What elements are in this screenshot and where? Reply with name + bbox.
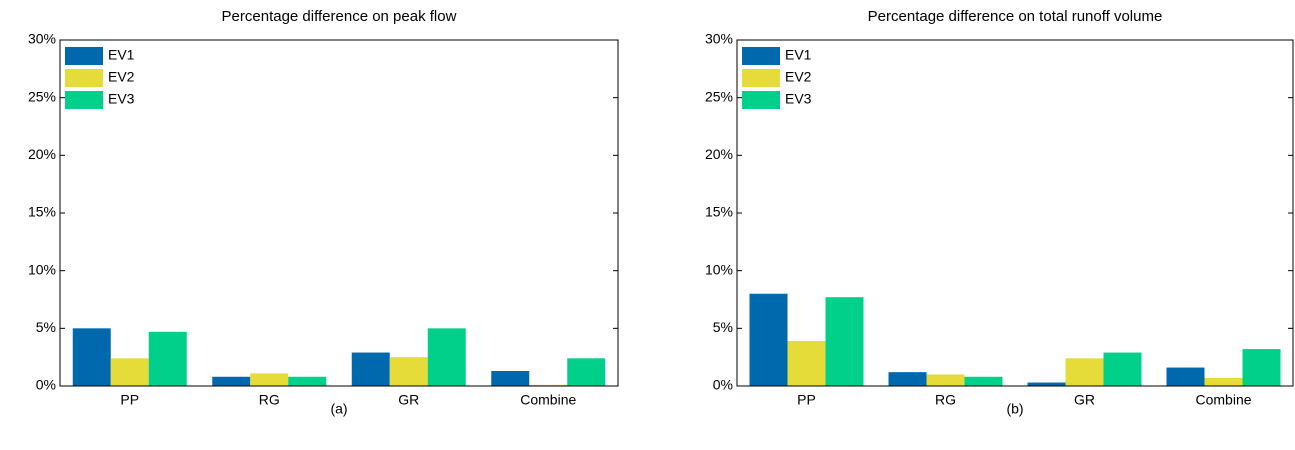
bar: [148, 331, 187, 386]
x-tick-label: PP: [120, 392, 139, 408]
legend-label: EV1: [785, 47, 812, 63]
x-tick-label: Combine: [520, 392, 576, 408]
plot-frame: [59, 39, 619, 387]
x-tick-label: PP: [797, 392, 816, 408]
y-tick-label: 0%: [713, 377, 733, 393]
bar: [491, 371, 530, 386]
y-tick-label: 30%: [28, 31, 56, 47]
bar: [567, 358, 606, 386]
legend-swatch: [742, 47, 780, 65]
y-tick-label: 15%: [28, 204, 56, 220]
legend-label: EV2: [108, 69, 135, 85]
x-tick-label: RG: [259, 392, 280, 408]
bar: [288, 376, 327, 386]
y-tick-label: 0%: [36, 377, 56, 393]
y-tick-label: 10%: [705, 261, 733, 277]
bar: [427, 328, 466, 386]
y-tick-label: 10%: [28, 261, 56, 277]
x-tick-label: GR: [1074, 392, 1095, 408]
y-tick-label: 20%: [28, 146, 56, 162]
chart-title: Percentage difference on peak flow: [222, 8, 457, 25]
bar: [529, 384, 568, 386]
x-tick-label: RG: [935, 392, 956, 408]
legend-label: EV2: [785, 69, 812, 85]
bar: [888, 372, 927, 386]
bar: [1027, 382, 1066, 386]
bar: [1242, 349, 1281, 386]
plot-frame: [736, 39, 1294, 387]
bar: [212, 376, 251, 386]
caption: (a): [330, 401, 347, 417]
x-tick-label: Combine: [1195, 392, 1251, 408]
y-tick-label: 30%: [705, 31, 733, 47]
legend-swatch: [65, 91, 103, 109]
y-tick-label: 15%: [705, 204, 733, 220]
legend-swatch: [65, 47, 103, 65]
bar: [110, 358, 149, 386]
y-tick-label: 5%: [713, 319, 733, 335]
x-tick-label: GR: [398, 392, 419, 408]
legend-swatch: [65, 69, 103, 87]
bar: [1103, 352, 1142, 386]
legend-swatch: [742, 91, 780, 109]
y-tick-label: 25%: [28, 88, 56, 104]
bar: [1166, 367, 1205, 386]
bar: [1065, 358, 1104, 386]
chart-title: Percentage difference on total runoff vo…: [868, 8, 1163, 25]
y-tick-label: 5%: [36, 319, 56, 335]
y-tick-label: 25%: [705, 88, 733, 104]
bar: [825, 297, 864, 386]
legend-label: EV3: [108, 91, 135, 107]
bar: [72, 328, 111, 386]
bar: [787, 341, 826, 386]
caption: (b): [1006, 401, 1023, 417]
bar: [964, 376, 1003, 386]
bar: [749, 293, 788, 386]
bar: [250, 373, 289, 386]
legend-swatch: [742, 69, 780, 87]
legend-label: EV3: [785, 91, 812, 107]
y-tick-label: 20%: [705, 146, 733, 162]
bar: [351, 352, 390, 386]
bar: [1204, 377, 1243, 386]
bar: [389, 357, 428, 386]
bar: [926, 374, 965, 386]
legend-label: EV1: [108, 47, 135, 63]
